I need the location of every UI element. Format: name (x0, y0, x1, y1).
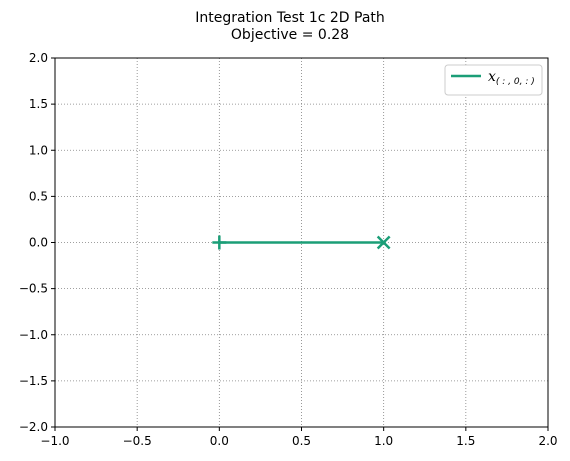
x-tick-label: 1.0 (374, 434, 393, 448)
chart-subtitle: Objective = 0.28 (231, 27, 349, 43)
x-tick-label: 2.0 (538, 434, 557, 448)
y-tick-label: 1.5 (29, 97, 48, 111)
x-tick-label: −0.5 (123, 434, 152, 448)
y-tick-label: −1.0 (19, 328, 48, 342)
series-layer (212, 236, 389, 250)
y-tick-label: 1.0 (29, 143, 48, 157)
x-tick-label: 1.5 (456, 434, 475, 448)
ticks: −1.0 −0.5 0.0 0.5 1.0 1.5 2.0 −2.0 −1.5 −1.0 −0.5 0… (19, 51, 558, 448)
y-tick-label: −0.5 (19, 282, 48, 296)
legend-series-name: x (488, 69, 496, 85)
y-tick-label: −2.0 (19, 420, 48, 434)
start-marker (212, 236, 226, 250)
y-tick-label: 0.0 (29, 236, 48, 250)
y-tick-label: −1.5 (19, 374, 48, 388)
y-tick-label: 2.0 (29, 51, 48, 65)
x-tick-label: 0.5 (292, 434, 311, 448)
x-tick-label: −1.0 (40, 434, 69, 448)
legend-series-subscript: ( : , 0, : ) (496, 77, 535, 87)
y-tick-label: 0.5 (29, 189, 48, 203)
legend: x( : , 0, : ) (445, 65, 542, 95)
chart-title: Integration Test 1c 2D Path (195, 10, 385, 26)
x-tick-label: 0.0 (210, 434, 229, 448)
